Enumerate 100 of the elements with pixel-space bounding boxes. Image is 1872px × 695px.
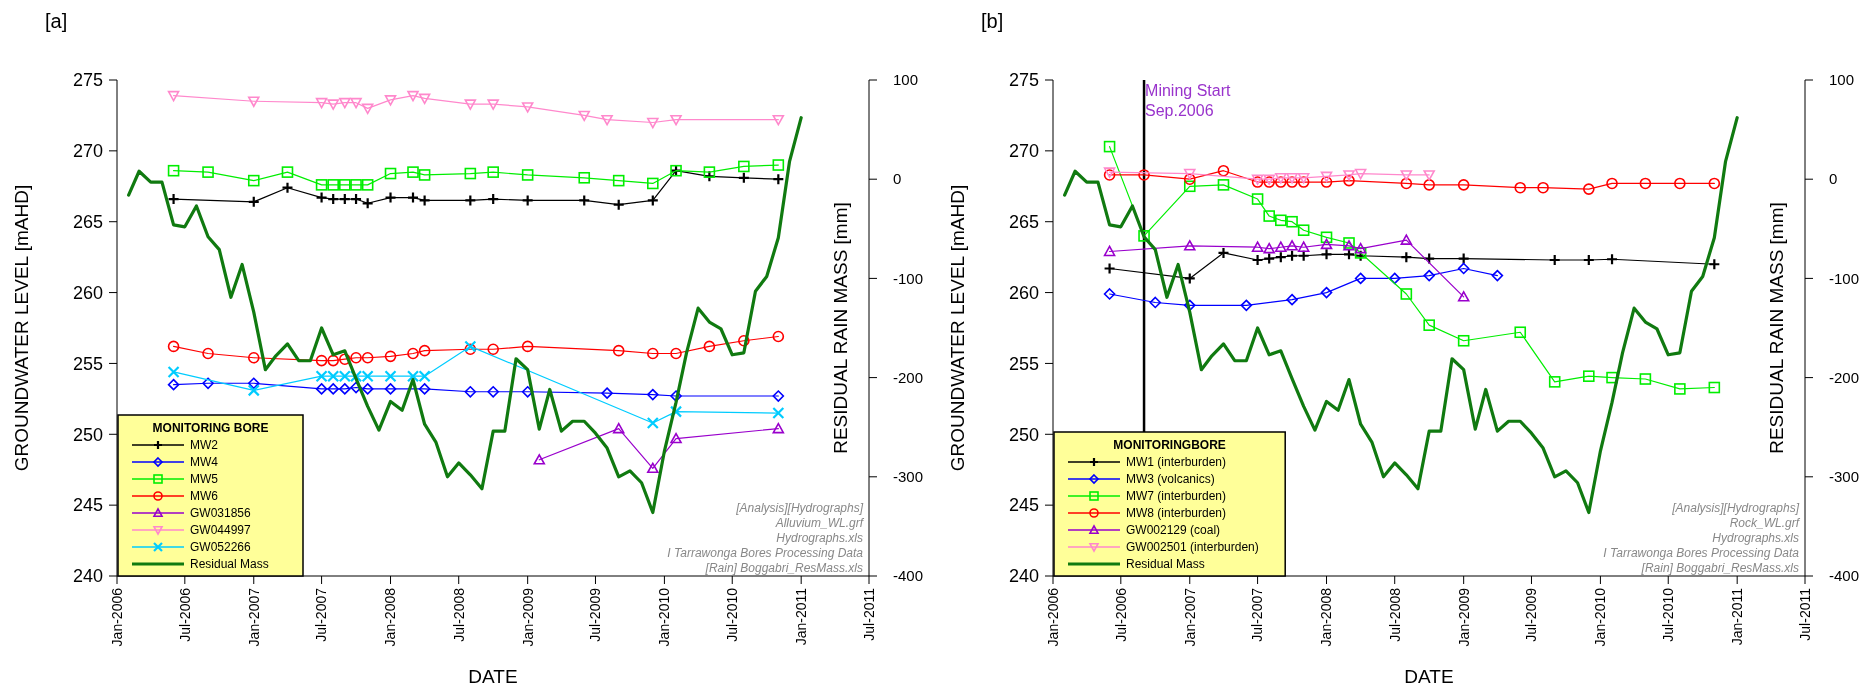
point: [1457, 291, 1470, 302]
annotation: [Rain] Boggabri_ResMass.xls: [704, 561, 863, 575]
annotation: I Tarrawonga Bores Processing Data: [667, 546, 864, 560]
point: [1263, 252, 1276, 265]
annotation: Hydrographs.xls: [1712, 531, 1799, 545]
point: [1583, 183, 1595, 195]
y-tick-label: 270: [72, 141, 103, 162]
point: [601, 114, 613, 126]
point: [1400, 170, 1413, 181]
point: [772, 390, 785, 402]
legend-label: GW044997: [190, 523, 252, 538]
point: [349, 192, 363, 206]
x-tick-label: Jan-2011: [793, 587, 810, 646]
point: [772, 330, 785, 343]
point: [1285, 249, 1299, 262]
point: [772, 422, 785, 434]
legend-label: MW5: [190, 472, 219, 487]
y2-tick-label: -400: [893, 567, 924, 585]
y-tick-label: 255: [1008, 353, 1039, 374]
point: [1639, 373, 1652, 385]
point: [487, 166, 499, 178]
point: [406, 191, 420, 204]
point: [1457, 179, 1470, 191]
point: [669, 405, 683, 418]
point: [1251, 193, 1264, 205]
point: [1183, 180, 1196, 193]
point: [1275, 172, 1287, 184]
x-tick-label: Jul-2007: [1249, 587, 1266, 642]
annotation: [Rain] Boggabri_ResMass.xls: [1640, 561, 1799, 575]
point: [167, 365, 180, 379]
point: [350, 351, 362, 364]
y-tick-label: 260: [72, 282, 103, 303]
legend-title: MONITORING BORE: [152, 421, 269, 435]
legend-title: MONITORINGBORE: [1113, 438, 1226, 452]
y-axis-title: GROUNDWATER LEVEL [mAHD]: [11, 184, 32, 472]
point: [647, 177, 659, 190]
x-tick-label: Jul-2011: [1796, 587, 1813, 641]
annotation: I Tarrawonga Bores Processing Data: [1603, 546, 1800, 560]
x-tick-label: Jul-2008: [450, 587, 467, 642]
point: [350, 179, 362, 191]
point: [1274, 251, 1287, 264]
point: [384, 95, 397, 106]
point: [1548, 253, 1561, 267]
x-axis-title: DATE: [468, 666, 518, 687]
y-tick-label: 240: [1008, 566, 1039, 587]
point: [281, 181, 294, 194]
legend-label: GW052266: [190, 540, 252, 555]
x-tick-label: Jan-2010: [656, 587, 673, 647]
point: [1639, 177, 1652, 190]
chart-title: [a]: [45, 10, 68, 32]
point: [670, 390, 682, 402]
point: [772, 173, 785, 186]
point: [361, 351, 374, 364]
point: [521, 169, 534, 181]
point: [1103, 262, 1116, 275]
point: [1251, 241, 1264, 253]
point: [1354, 168, 1367, 180]
point: [1708, 177, 1721, 190]
annotation: [Analysis][Hydrographs]: [1671, 501, 1800, 515]
point: [202, 347, 214, 360]
point: [361, 383, 374, 395]
point: [1423, 179, 1435, 191]
point: [315, 191, 328, 204]
annotation: Rock_WL.grf: [1729, 516, 1801, 530]
point: [1457, 262, 1470, 275]
point: [521, 102, 534, 113]
x-tick-label: Jan-2008: [382, 587, 399, 647]
y-tick-label: 240: [72, 566, 103, 587]
y2-tick-label: -300: [893, 468, 924, 486]
point: [1605, 253, 1619, 266]
point: [703, 340, 716, 353]
point: [247, 384, 260, 397]
x-tick-label: Jan-2007: [1181, 587, 1198, 647]
point: [612, 198, 625, 211]
point: [578, 194, 591, 207]
point: [670, 432, 682, 444]
ref-line-label: Mining Start Sep.2006: [1145, 82, 1231, 119]
point: [1400, 288, 1413, 300]
point: [1297, 172, 1310, 184]
point: [418, 93, 431, 105]
legend-label: MW3 (volcanics): [1126, 472, 1215, 487]
point: [315, 383, 328, 395]
x-tick-label: Jan-2006: [108, 587, 125, 647]
point: [167, 340, 180, 353]
point: [772, 159, 785, 171]
point: [418, 383, 431, 395]
x-tick-label: Jan-2006: [1044, 587, 1061, 647]
point: [167, 164, 180, 177]
x-tick-label: Jan-2009: [1455, 587, 1472, 647]
point: [167, 192, 180, 206]
x-tick-label: Jul-2007: [313, 587, 330, 642]
annotation: [Analysis][Hydrographs]: [735, 501, 864, 515]
point: [612, 344, 625, 357]
point: [464, 167, 477, 180]
point: [1537, 181, 1549, 194]
point: [361, 197, 374, 210]
point: [464, 99, 477, 110]
y2-tick-label: -300: [1829, 468, 1860, 486]
legend-label: MW1 (interburden): [1126, 455, 1227, 470]
point: [384, 191, 397, 204]
